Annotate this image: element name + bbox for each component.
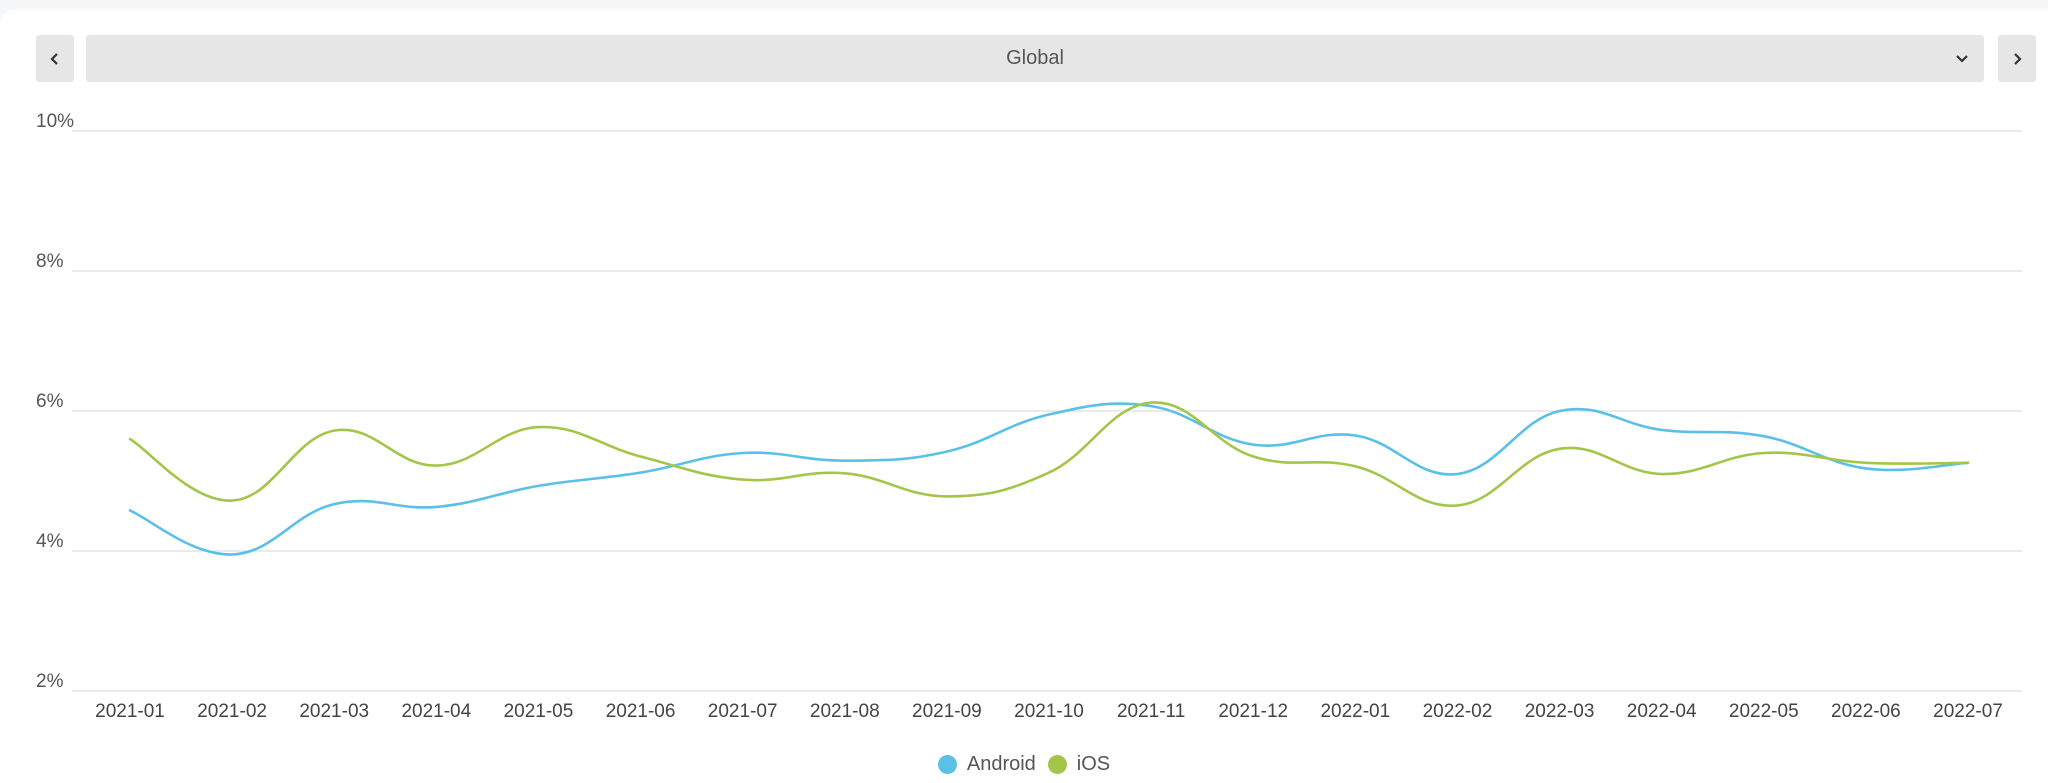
chart-legend: Android iOS bbox=[0, 750, 2048, 778]
y-tick-label: 4% bbox=[36, 531, 64, 552]
legend-marker bbox=[1047, 754, 1067, 774]
x-tick-label: 2022-07 bbox=[1933, 701, 2003, 722]
legend-item-ios[interactable]: iOS bbox=[1047, 752, 1111, 776]
x-tick-label: 2021-05 bbox=[504, 701, 574, 722]
chevron-left-icon bbox=[50, 52, 58, 65]
x-tick-label: 2022-02 bbox=[1423, 701, 1493, 722]
y-tick-label: 2% bbox=[36, 671, 64, 692]
y-tick-label: 8% bbox=[36, 251, 64, 272]
x-tick-label: 2022-04 bbox=[1627, 701, 1697, 722]
chart-gridlines bbox=[72, 130, 2022, 692]
legend-item-android[interactable]: Android bbox=[937, 752, 1036, 776]
x-tick-label: 2021-06 bbox=[606, 701, 676, 722]
region-select-value: Global bbox=[1006, 47, 1064, 69]
chevron-right-icon bbox=[2014, 52, 2022, 65]
y-tick-label: 10% bbox=[36, 111, 74, 132]
x-tick-label: 2021-09 bbox=[912, 701, 982, 722]
x-tick-label: 2022-06 bbox=[1831, 701, 1901, 722]
legend-label: Android bbox=[966, 752, 1036, 775]
x-tick-label: 2022-03 bbox=[1525, 701, 1595, 722]
y-tick-label: 6% bbox=[36, 391, 64, 412]
x-tick-label: 2022-01 bbox=[1320, 701, 1390, 722]
x-tick-label: 2021-07 bbox=[708, 701, 778, 722]
x-tick-label: 2021-08 bbox=[810, 701, 880, 722]
series-line-android bbox=[128, 402, 1970, 556]
y-axis: 2% 4% 6% 8% 10% bbox=[36, 111, 74, 692]
x-tick-label: 2021-10 bbox=[1014, 701, 1084, 722]
x-tick-label: 2021-02 bbox=[197, 701, 267, 722]
x-tick-label: 2022-05 bbox=[1729, 701, 1799, 722]
chart-series bbox=[128, 401, 1970, 556]
x-tick-label: 2021-03 bbox=[299, 701, 369, 722]
previous-region-button[interactable] bbox=[36, 35, 74, 82]
next-region-button[interactable] bbox=[1998, 35, 2036, 82]
x-tick-label: 2021-01 bbox=[95, 701, 165, 722]
legend-label: iOS bbox=[1076, 752, 1111, 775]
x-tick-label: 2021-04 bbox=[401, 701, 471, 722]
x-axis: 2021-01 2021-02 2021-03 2021-04 2021-05 2021-… bbox=[95, 701, 2003, 722]
chart-card bbox=[0, 10, 2048, 783]
legend-marker bbox=[937, 754, 957, 774]
x-tick-label: 2021-11 bbox=[1117, 701, 1185, 722]
series-line-ios bbox=[128, 401, 1970, 507]
chevron-down-icon bbox=[1956, 55, 1968, 63]
region-select[interactable]: Global bbox=[86, 35, 1984, 82]
x-tick-label: 2021-12 bbox=[1218, 701, 1288, 722]
